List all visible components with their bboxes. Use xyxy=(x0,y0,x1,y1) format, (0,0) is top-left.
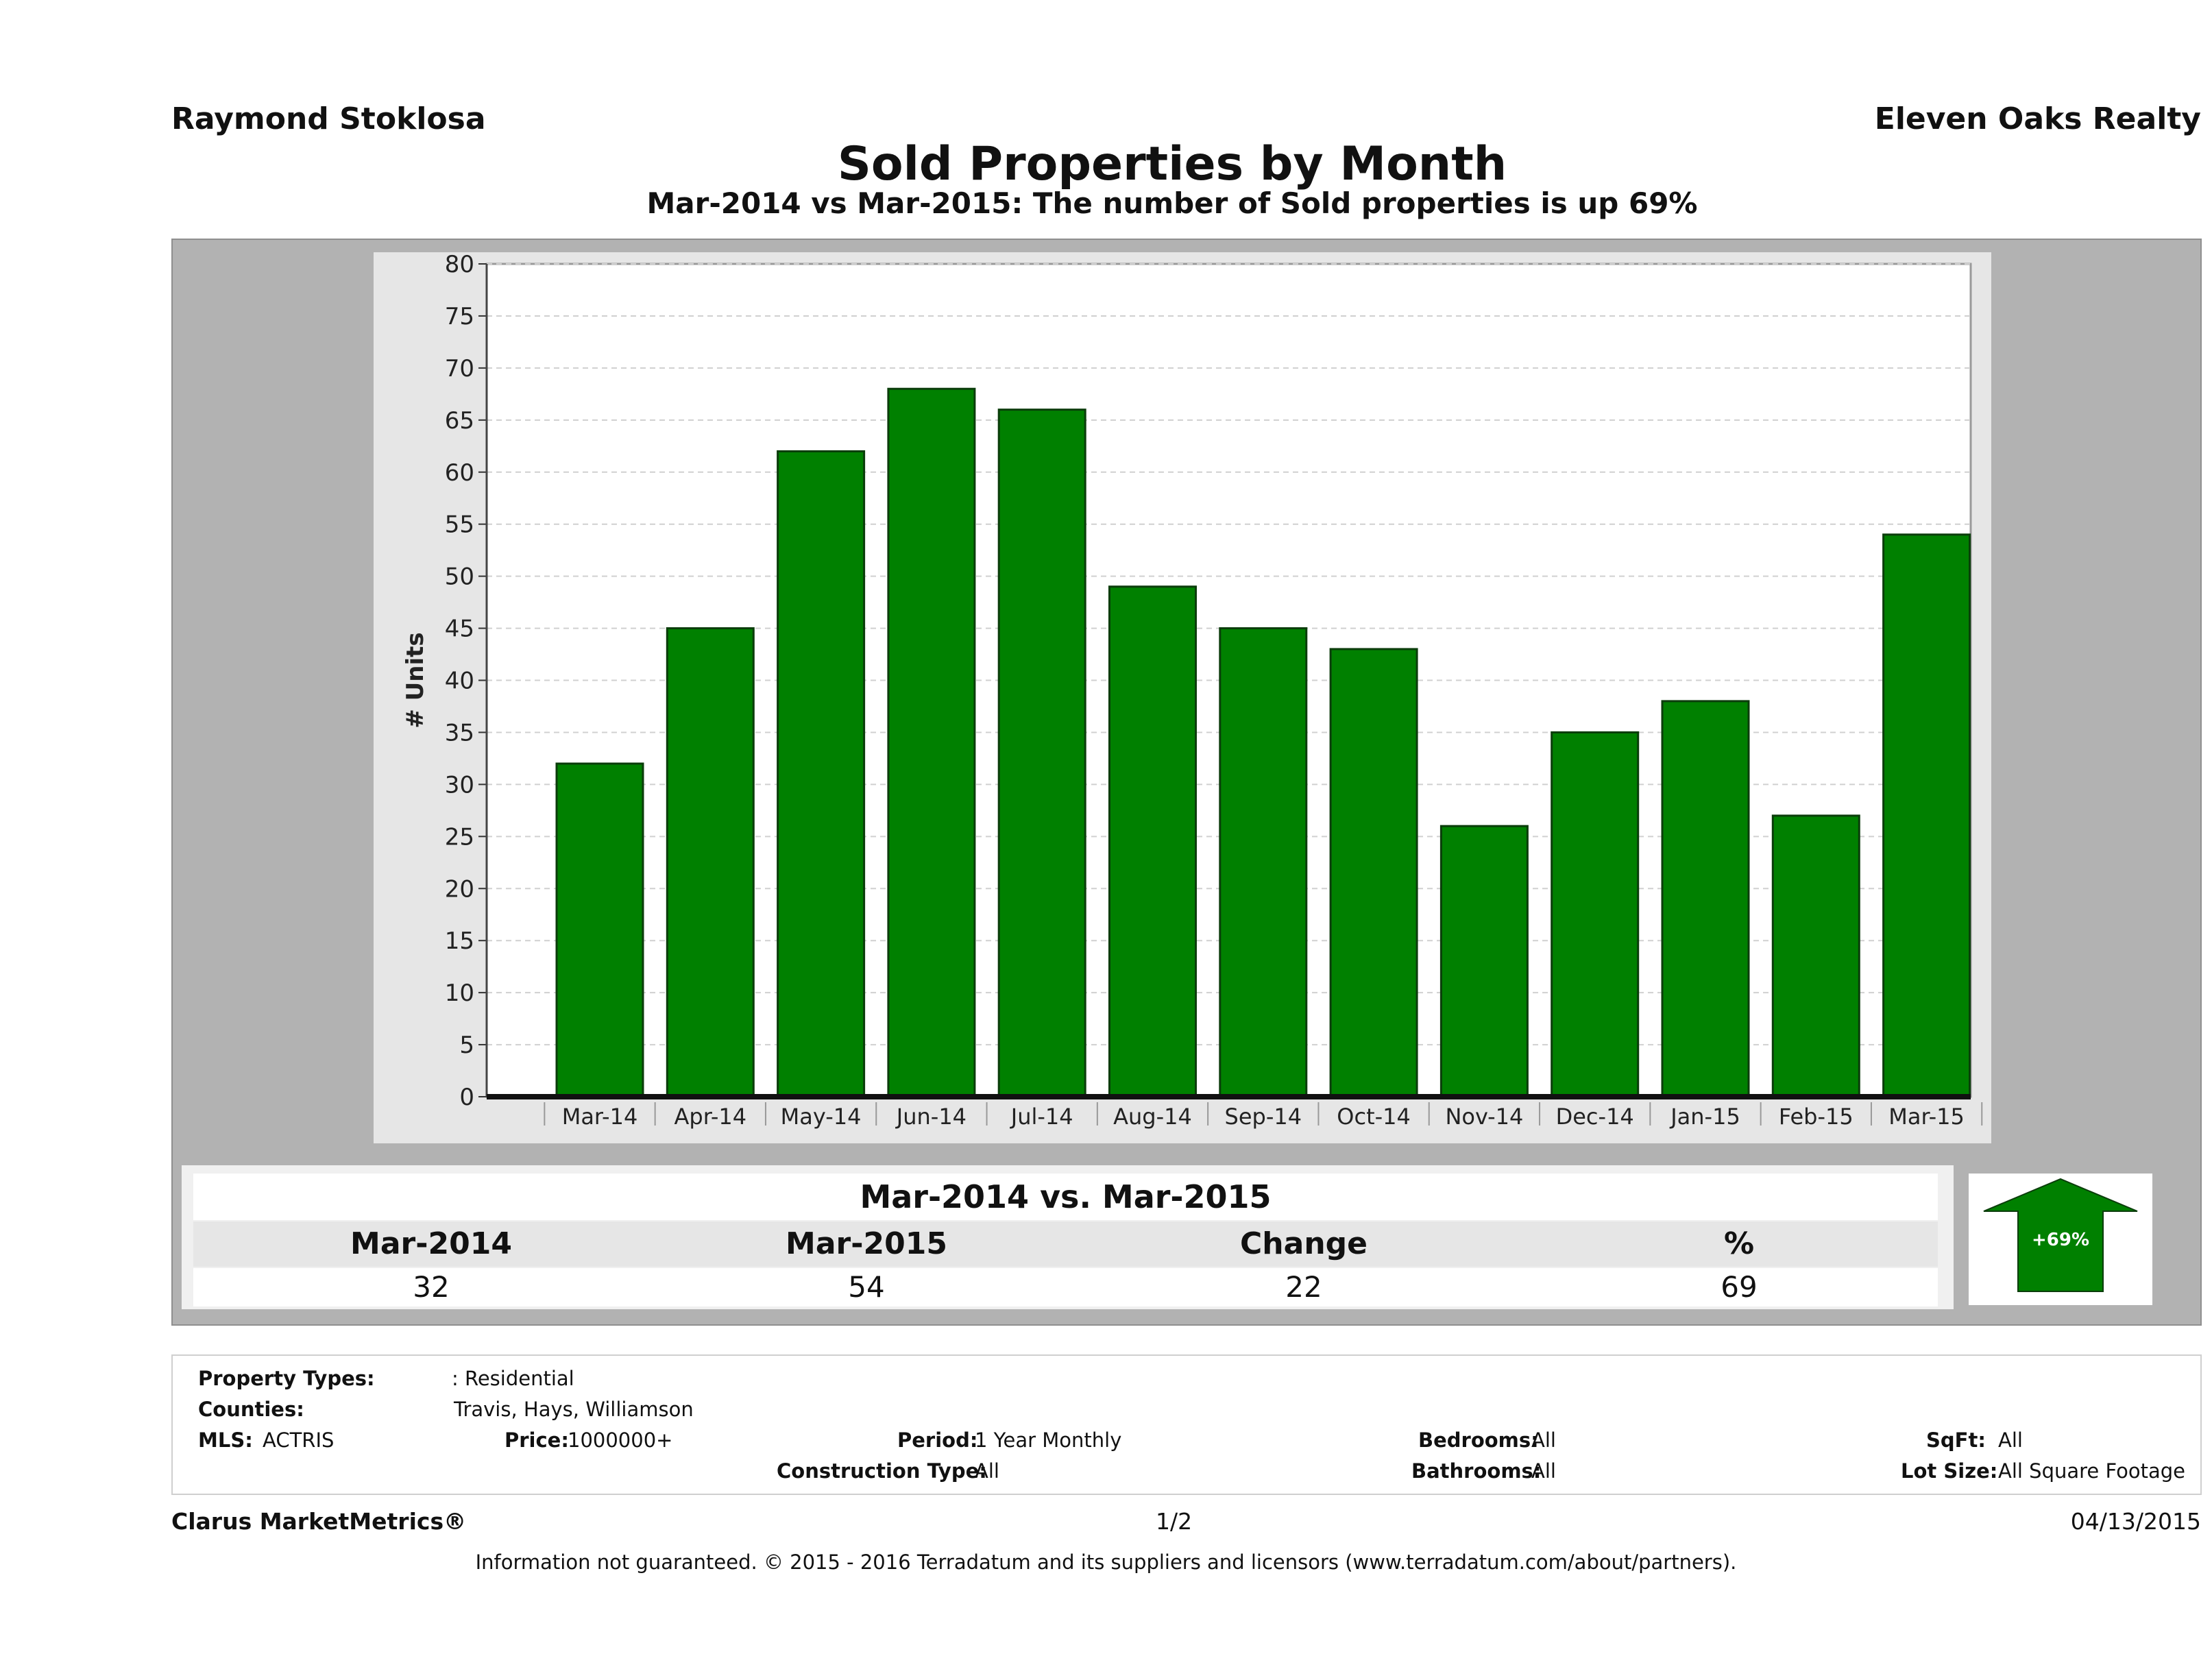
summary-value-end: 54 xyxy=(848,1270,885,1304)
bar xyxy=(1771,814,1860,1098)
bar-chart: 0 5 10 15 20 25 30 35 40 45 50 55 60 65 70 75 80 # Units M… xyxy=(402,252,1983,1130)
y-tick-label: 70 xyxy=(445,355,474,382)
bar xyxy=(666,627,755,1098)
chart-frame: 0 5 10 15 20 25 30 35 40 45 50 55 60 65 70 75 80 # Units M… xyxy=(374,252,1991,1143)
bar xyxy=(1108,585,1197,1098)
bathrooms-label: Bathrooms: xyxy=(1411,1459,1542,1483)
x-tick-label: Aug-14 xyxy=(1113,1104,1192,1130)
x-tick-label: Sep-14 xyxy=(1225,1104,1302,1130)
bar xyxy=(1882,533,1971,1098)
summary-labels-row: Mar-2014 Mar-2015 Change % xyxy=(193,1221,1938,1267)
up-arrow-icon: +69% xyxy=(1983,1178,2138,1292)
summary-label-percent: % xyxy=(1723,1226,1755,1261)
summary-label-start: Mar-2014 xyxy=(350,1226,512,1261)
x-tick-label: Oct-14 xyxy=(1337,1104,1411,1130)
y-tick-label: 20 xyxy=(445,875,474,903)
footer-brand: Clarus MarketMetrics® xyxy=(171,1508,467,1535)
bar xyxy=(1219,627,1308,1098)
property-types-value: : Residential xyxy=(452,1367,574,1390)
lot-size-value: All Square Footage xyxy=(1998,1459,2186,1483)
report-title: Sold Properties by Month xyxy=(837,137,1507,191)
filters-box: Property Types: : Residential Counties: … xyxy=(171,1354,2202,1495)
y-tick-label: 75 xyxy=(445,303,474,330)
summary-label-end: Mar-2015 xyxy=(786,1226,947,1261)
y-tick-label: 35 xyxy=(445,719,474,746)
footer-page-number: 1/2 xyxy=(1156,1508,1193,1535)
mls-label: MLS: xyxy=(198,1428,253,1452)
price-value: 1000000+ xyxy=(568,1428,673,1452)
summary-value-change: 22 xyxy=(1285,1270,1322,1304)
y-axis-title: # Units xyxy=(402,632,429,728)
y-tick-label: 60 xyxy=(445,459,474,487)
sqft-value: All xyxy=(1998,1428,2023,1452)
change-badge: +69% xyxy=(1969,1174,2152,1305)
x-tick-label: Dec-14 xyxy=(1556,1104,1634,1130)
x-tick-label: Jan-15 xyxy=(1669,1104,1740,1130)
change-badge-label: +69% xyxy=(2032,1230,2089,1250)
x-tick-label: Apr-14 xyxy=(674,1104,747,1130)
summary-values-row: 32 54 22 69 xyxy=(193,1268,1938,1306)
y-tick-label: 65 xyxy=(445,407,474,435)
bar xyxy=(1329,648,1418,1098)
construction-type-value: All xyxy=(975,1459,999,1483)
x-tick-label: Feb-15 xyxy=(1779,1104,1854,1130)
y-tick-label: 0 xyxy=(459,1084,474,1111)
y-tick-label: 30 xyxy=(445,771,474,799)
period-value: 1 Year Monthly xyxy=(975,1428,1122,1452)
y-tick-label: 80 xyxy=(445,252,474,278)
x-tick-label: Mar-15 xyxy=(1888,1104,1965,1130)
bar xyxy=(777,450,866,1098)
y-tick-label: 15 xyxy=(445,927,474,955)
bar xyxy=(997,409,1086,1098)
bar xyxy=(1661,700,1750,1098)
period-label: Period: xyxy=(897,1428,978,1452)
summary-heading: Mar-2014 vs. Mar-2015 xyxy=(193,1174,1938,1220)
y-tick-label: 45 xyxy=(445,616,474,643)
x-tick-label: May-14 xyxy=(781,1104,862,1130)
x-tick-label: Jun-14 xyxy=(895,1104,967,1130)
office-name: Eleven Oaks Realty xyxy=(1874,101,2201,136)
counties-value: Travis, Hays, Williamson xyxy=(454,1398,694,1421)
footer-disclaimer: Information not guaranteed. © 2015 - 201… xyxy=(475,1551,1737,1574)
x-tick-label: Jul-14 xyxy=(1010,1104,1073,1130)
y-tick-label: 50 xyxy=(445,563,474,591)
bedrooms-label: Bedrooms: xyxy=(1418,1428,1539,1452)
y-tick-label: 5 xyxy=(459,1032,474,1059)
property-types-label: Property Types: xyxy=(198,1367,375,1390)
summary-value-percent: 69 xyxy=(1721,1270,1758,1304)
y-tick-label: 55 xyxy=(445,511,474,539)
counties-label: Counties: xyxy=(198,1398,304,1421)
x-tick-label: Mar-14 xyxy=(562,1104,638,1130)
bar xyxy=(1551,731,1640,1098)
y-tick-label: 10 xyxy=(445,980,474,1007)
bar xyxy=(1439,825,1529,1098)
footer-date: 04/13/2015 xyxy=(2070,1508,2201,1535)
lot-size-label: Lot Size: xyxy=(1901,1459,1998,1483)
sqft-label: SqFt: xyxy=(1926,1428,1986,1452)
bar xyxy=(555,762,644,1098)
agent-name: Raymond Stoklosa xyxy=(171,101,486,136)
report-subtitle: Mar-2014 vs Mar-2015: The number of Sold… xyxy=(646,186,1698,220)
summary-value-start: 32 xyxy=(413,1270,450,1304)
y-tick-label: 40 xyxy=(445,668,474,695)
bedrooms-value: All xyxy=(1531,1428,1556,1452)
bathrooms-value: All xyxy=(1531,1459,1556,1483)
bar xyxy=(887,387,976,1098)
mls-value: ACTRIS xyxy=(263,1428,335,1452)
y-tick-label: 25 xyxy=(445,823,474,851)
price-label: Price: xyxy=(505,1428,569,1452)
x-tick-label: Nov-14 xyxy=(1445,1104,1523,1130)
construction-type-label: Construction Type: xyxy=(777,1459,987,1483)
summary-label-change: Change xyxy=(1240,1226,1368,1261)
